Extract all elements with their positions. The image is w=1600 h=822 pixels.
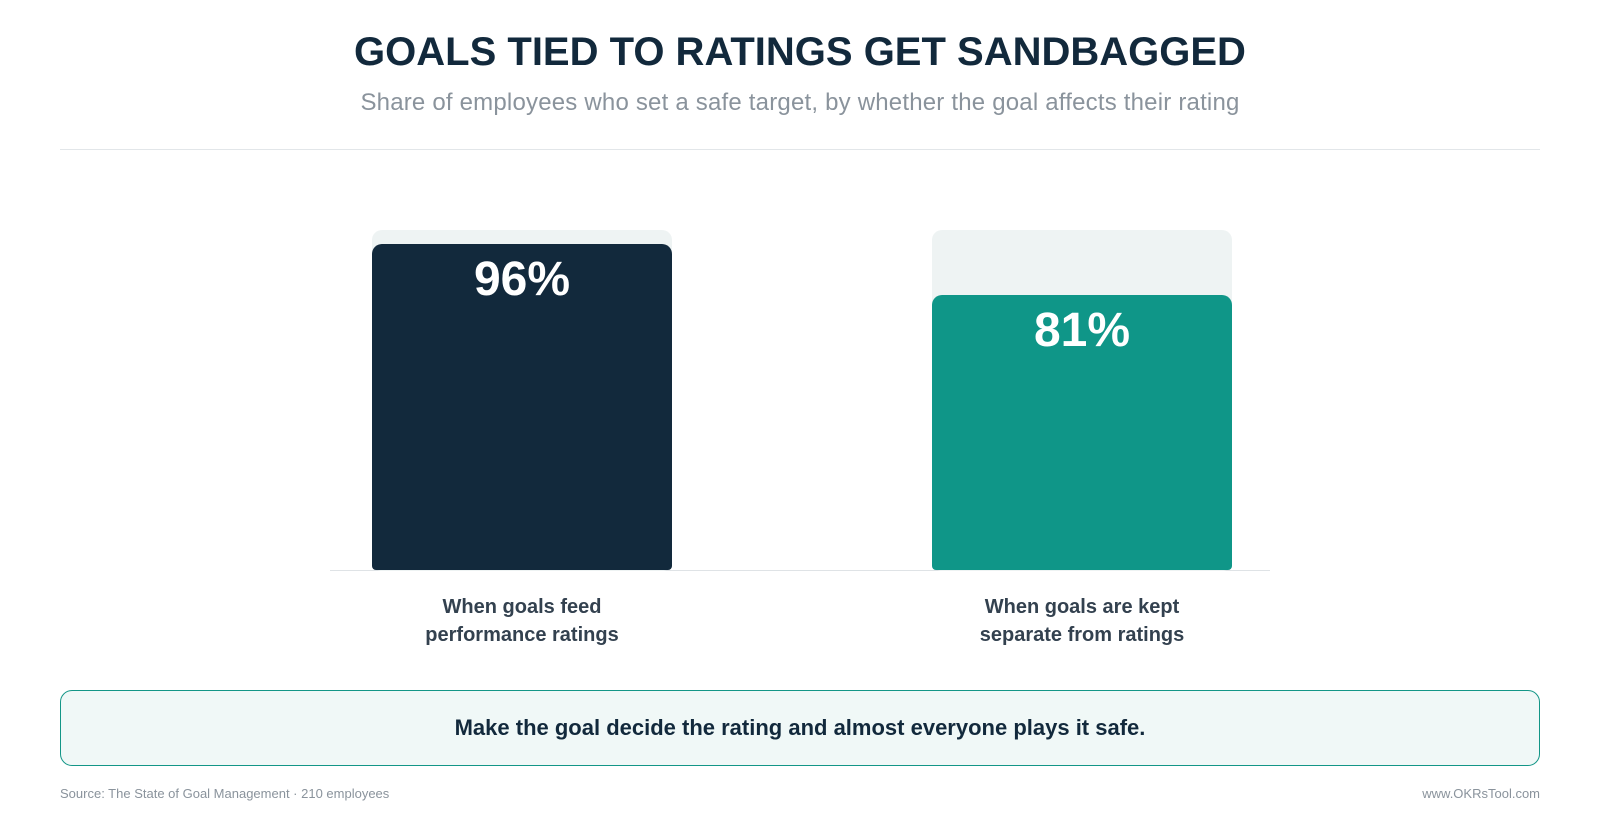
header-divider bbox=[60, 149, 1540, 150]
takeaway-text: Make the goal decide the rating and almo… bbox=[454, 715, 1146, 740]
bar-value-label: 81% bbox=[1033, 304, 1131, 357]
brand-url: www.OKRsTool.com bbox=[1422, 786, 1540, 801]
chart-title: GOALS TIED TO RATINGS GET SANDBAGGED bbox=[354, 30, 1246, 74]
category-label-line: performance ratings bbox=[425, 624, 619, 646]
category-label: When goals are kept separate from ratings bbox=[932, 593, 1232, 649]
category-label-line: When goals are kept bbox=[984, 596, 1180, 618]
chart-subtitle: Share of employees who set a safe target… bbox=[360, 89, 1240, 116]
category-label: When goals feed performance ratings bbox=[372, 593, 672, 649]
source-note: Source: The State of Goal Management · 2… bbox=[60, 786, 390, 801]
takeaway-callout: Make the goal decide the rating and almo… bbox=[60, 690, 1540, 766]
bar-value-label: 96% bbox=[473, 253, 571, 306]
chart-baseline bbox=[330, 570, 1270, 571]
category-label-line: separate from ratings bbox=[979, 624, 1185, 646]
bar-2 bbox=[932, 295, 1232, 570]
category-label-line: When goals feed bbox=[442, 596, 602, 618]
bar-1 bbox=[372, 244, 672, 570]
